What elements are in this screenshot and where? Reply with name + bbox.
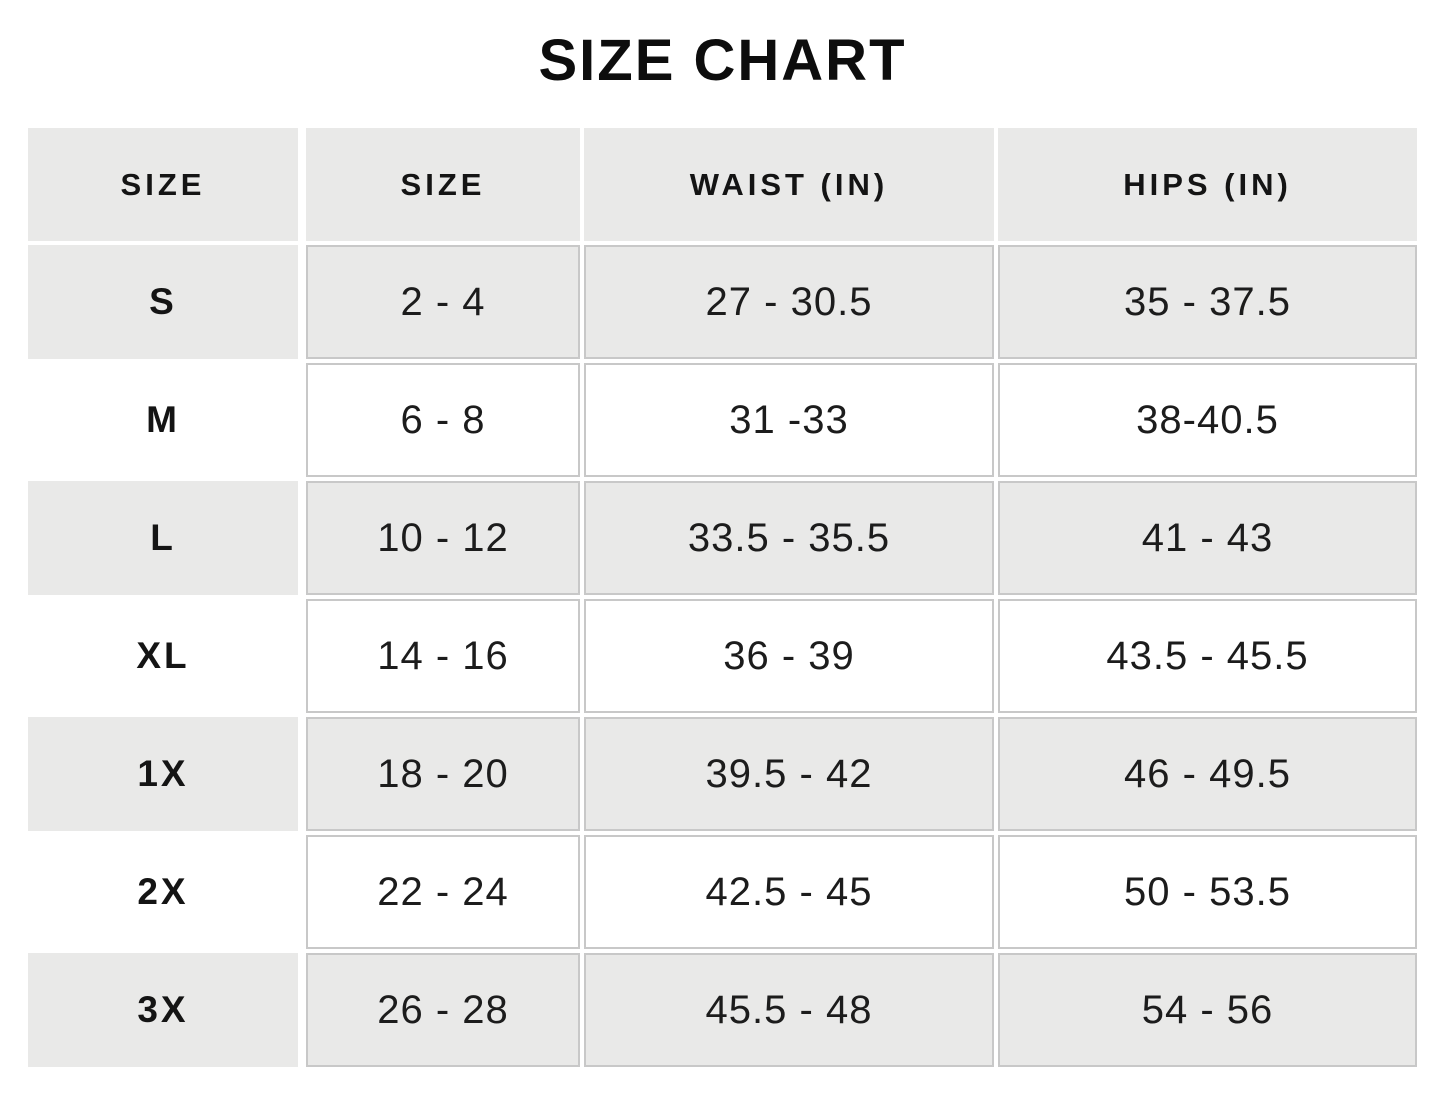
waist-cell: 45.5 - 48 [584,953,994,1067]
hips-text: 54 - 56 [1141,987,1274,1032]
hips-text: 38-40.5 [1136,397,1279,442]
page-title: SIZE CHART [538,28,907,93]
waist-cell: 42.5 - 45 [584,835,994,949]
header-waist-text: WAIST (IN) [689,166,889,202]
numeric-size-text: 2 - 4 [400,279,486,324]
table-row-s: S 2 - 4 27 - 30.5 35 - 37.5 [28,245,1417,359]
numeric-size-cell: 10 - 12 [306,481,580,595]
size-label-cell: 2X [28,835,298,949]
waist-text: 39.5 - 42 [705,751,873,796]
header-size-numeric: SIZE [306,128,580,241]
numeric-size-cell: 26 - 28 [306,953,580,1067]
hips-text: 50 - 53.5 [1124,869,1291,914]
header-hips-text: HIPS (IN) [1123,166,1292,202]
numeric-size-cell: 14 - 16 [306,599,580,713]
table-row-2x: 2X 22 - 24 42.5 - 45 50 - 53.5 [28,835,1417,949]
size-label-cell: 3X [28,953,298,1067]
numeric-size-text: 22 - 24 [377,869,509,914]
waist-cell: 36 - 39 [584,599,994,713]
waist-cell: 31 -33 [584,363,994,477]
hips-text: 35 - 37.5 [1124,279,1291,324]
waist-text: 31 -33 [729,397,849,442]
numeric-size-text: 14 - 16 [377,633,509,678]
size-label-text: 1X [137,753,189,794]
size-label-cell: 1X [28,717,298,831]
waist-text: 33.5 - 35.5 [687,515,891,560]
header-size-label: SIZE [28,128,298,241]
waist-text: 36 - 39 [723,633,855,678]
size-label-text: L [150,517,176,558]
table-row-m: M 6 - 8 31 -33 38-40.5 [28,363,1417,477]
numeric-size-cell: 6 - 8 [306,363,580,477]
header-size-numeric-text: SIZE [400,166,486,202]
size-chart-table: SIZE SIZE WAIST (IN) HIPS (IN) S 2 - 4 2… [28,128,1417,1067]
size-label-text: M [146,399,180,440]
hips-cell: 46 - 49.5 [998,717,1417,831]
size-label-text: 2X [137,871,189,912]
header-hips: HIPS (IN) [998,128,1417,241]
table-row-3x: 3X 26 - 28 45.5 - 48 54 - 56 [28,953,1417,1067]
numeric-size-cell: 18 - 20 [306,717,580,831]
size-label-cell: XL [28,599,298,713]
hips-text: 43.5 - 45.5 [1106,633,1309,678]
waist-cell: 33.5 - 35.5 [584,481,994,595]
header-waist: WAIST (IN) [584,128,994,241]
size-label-text: S [149,281,177,322]
size-label-text: XL [136,635,190,676]
numeric-size-text: 10 - 12 [377,515,509,560]
hips-cell: 35 - 37.5 [998,245,1417,359]
waist-text: 45.5 - 48 [705,987,873,1032]
hips-cell: 43.5 - 45.5 [998,599,1417,713]
waist-text: 27 - 30.5 [705,279,873,324]
numeric-size-text: 26 - 28 [377,987,509,1032]
table-row-xl: XL 14 - 16 36 - 39 43.5 - 45.5 [28,599,1417,713]
numeric-size-text: 6 - 8 [400,397,486,442]
hips-cell: 50 - 53.5 [998,835,1417,949]
size-label-text: 3X [137,989,189,1030]
table-row-1x: 1X 18 - 20 39.5 - 42 46 - 49.5 [28,717,1417,831]
hips-text: 41 - 43 [1141,515,1274,560]
numeric-size-cell: 22 - 24 [306,835,580,949]
hips-cell: 41 - 43 [998,481,1417,595]
waist-cell: 39.5 - 42 [584,717,994,831]
size-label-cell: L [28,481,298,595]
hips-cell: 38-40.5 [998,363,1417,477]
table-header-row: SIZE SIZE WAIST (IN) HIPS (IN) [28,128,1417,241]
waist-text: 42.5 - 45 [705,869,873,914]
table-row-l: L 10 - 12 33.5 - 35.5 41 - 43 [28,481,1417,595]
size-label-cell: M [28,363,298,477]
hips-cell: 54 - 56 [998,953,1417,1067]
waist-cell: 27 - 30.5 [584,245,994,359]
numeric-size-cell: 2 - 4 [306,245,580,359]
size-label-cell: S [28,245,298,359]
hips-text: 46 - 49.5 [1124,751,1291,796]
numeric-size-text: 18 - 20 [377,751,509,796]
header-size-label-text: SIZE [120,166,206,202]
